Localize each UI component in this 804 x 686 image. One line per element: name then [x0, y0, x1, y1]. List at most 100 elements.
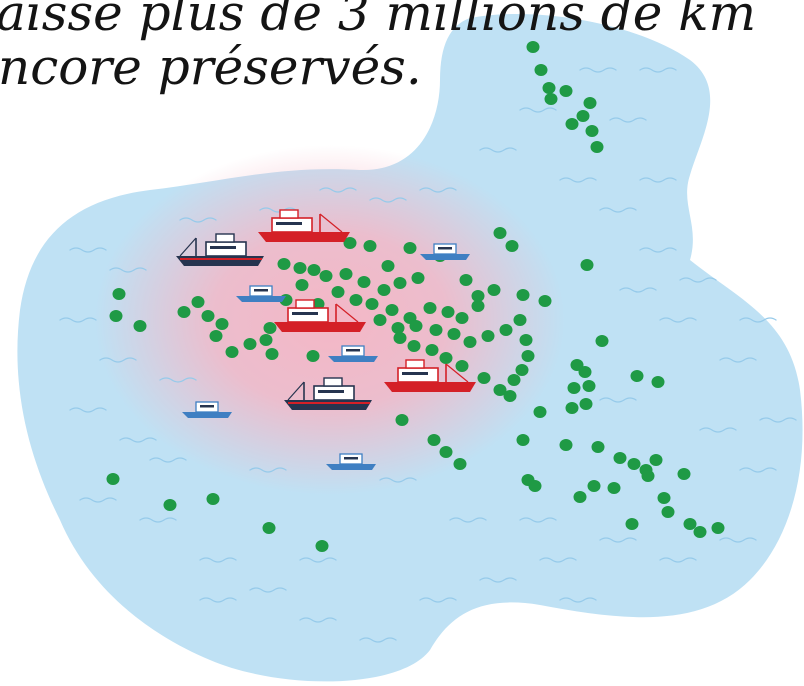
- wave-mark: [579, 67, 617, 73]
- green-dot: [206, 493, 220, 505]
- green-dot: [315, 540, 329, 552]
- green-dot: [583, 97, 597, 109]
- green-dot: [677, 468, 691, 480]
- green-dot: [365, 298, 379, 310]
- green-dot: [582, 380, 596, 392]
- green-dot: [585, 125, 599, 137]
- green-dot: [459, 274, 473, 286]
- green-dot: [538, 295, 552, 307]
- green-dot: [627, 458, 641, 470]
- caption-line-2: ncore préservés.: [0, 38, 422, 96]
- green-dot: [533, 406, 547, 418]
- wave-mark: [139, 517, 177, 523]
- wave-mark: [659, 317, 697, 323]
- green-dot: [243, 338, 257, 350]
- green-dot: [319, 270, 333, 282]
- green-dot: [493, 227, 507, 239]
- green-dot: [262, 522, 276, 534]
- green-dot: [591, 441, 605, 453]
- green-dot: [363, 240, 377, 252]
- green-dot: [542, 82, 556, 94]
- green-dot: [277, 258, 291, 270]
- wave-mark: [199, 597, 237, 603]
- wave-mark: [259, 207, 297, 213]
- wave-mark: [119, 437, 157, 443]
- green-dot: [106, 473, 120, 485]
- wave-mark: [639, 247, 677, 253]
- green-dot: [567, 382, 581, 394]
- green-dot: [407, 340, 421, 352]
- green-dot: [215, 318, 229, 330]
- green-dot: [641, 470, 655, 482]
- green-dot: [429, 324, 443, 336]
- wave-mark: [719, 537, 757, 543]
- green-dot: [651, 376, 665, 388]
- wave-mark: [449, 517, 487, 523]
- green-dot: [711, 522, 725, 534]
- green-dot: [565, 118, 579, 130]
- green-dot: [625, 518, 639, 530]
- green-dot: [307, 264, 321, 276]
- green-dot: [293, 262, 307, 274]
- green-dot: [487, 284, 501, 296]
- wave-mark: [299, 617, 337, 623]
- wave-mark: [559, 177, 597, 183]
- green-dot: [595, 335, 609, 347]
- green-dot: [395, 414, 409, 426]
- green-dot: [573, 491, 587, 503]
- green-dot: [439, 352, 453, 364]
- fished-zone: [95, 145, 565, 495]
- wave-mark: [419, 597, 457, 603]
- green-dot: [493, 384, 507, 396]
- wave-mark: [759, 417, 797, 423]
- green-dot: [471, 300, 485, 312]
- wave-mark: [599, 207, 637, 213]
- wave-mark: [609, 117, 647, 123]
- green-dot: [661, 506, 675, 518]
- wave-mark: [659, 557, 697, 563]
- green-dot: [295, 279, 309, 291]
- green-dot: [411, 272, 425, 284]
- green-dot: [425, 344, 439, 356]
- green-dot: [177, 306, 191, 318]
- green-dot: [505, 240, 519, 252]
- green-dot: [331, 286, 345, 298]
- green-dot: [534, 64, 548, 76]
- green-dot: [526, 41, 540, 53]
- green-dot: [481, 330, 495, 342]
- green-dot: [521, 350, 535, 362]
- wave-mark: [559, 597, 597, 603]
- green-dot: [519, 334, 533, 346]
- wave-mark: [479, 577, 517, 583]
- green-dot: [357, 276, 371, 288]
- wave-mark: [599, 397, 637, 403]
- green-dot: [576, 110, 590, 122]
- green-dot: [683, 518, 697, 530]
- green-dot: [544, 93, 558, 105]
- green-dot: [393, 332, 407, 344]
- green-dot: [385, 304, 399, 316]
- green-dot: [225, 346, 239, 358]
- wave-mark: [159, 377, 197, 383]
- wave-lines: [59, 67, 797, 643]
- wave-mark: [69, 407, 107, 413]
- green-dot: [109, 310, 123, 322]
- wave-mark: [369, 197, 407, 203]
- green-dot: [306, 350, 320, 362]
- wave-mark: [479, 147, 517, 153]
- green-dot: [587, 480, 601, 492]
- wave-mark: [249, 587, 287, 593]
- wave-mark: [519, 517, 557, 523]
- green-dot: [580, 259, 594, 271]
- wave-mark: [299, 557, 337, 563]
- green-dot: [528, 480, 542, 492]
- green-dot: [311, 298, 325, 310]
- green-dot: [409, 320, 423, 332]
- green-dot: [343, 237, 357, 249]
- green-dot: [507, 374, 521, 386]
- green-dot: [559, 439, 573, 451]
- green-dot: [112, 288, 126, 300]
- green-dot: [191, 296, 205, 308]
